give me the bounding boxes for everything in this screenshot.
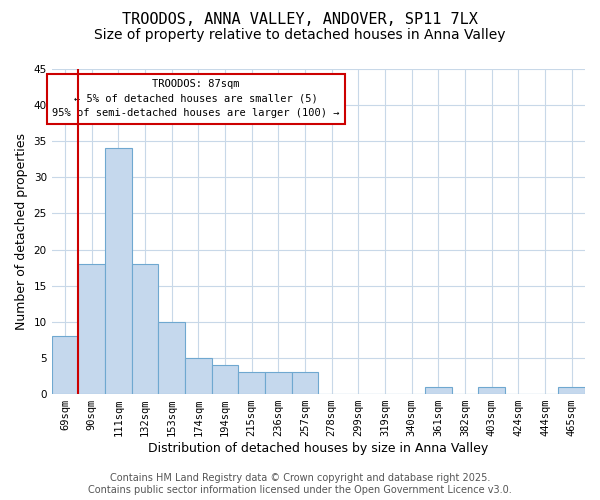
Bar bbox=[425, 387, 452, 394]
Bar bbox=[52, 336, 79, 394]
Bar bbox=[238, 372, 265, 394]
Text: TROODOS, ANNA VALLEY, ANDOVER, SP11 7LX: TROODOS, ANNA VALLEY, ANDOVER, SP11 7LX bbox=[122, 12, 478, 28]
Bar bbox=[559, 387, 585, 394]
Text: Contains HM Land Registry data © Crown copyright and database right 2025.
Contai: Contains HM Land Registry data © Crown c… bbox=[88, 474, 512, 495]
Y-axis label: Number of detached properties: Number of detached properties bbox=[15, 133, 28, 330]
Bar bbox=[158, 322, 185, 394]
Bar bbox=[131, 264, 158, 394]
Text: Size of property relative to detached houses in Anna Valley: Size of property relative to detached ho… bbox=[94, 28, 506, 42]
Bar bbox=[478, 387, 505, 394]
Bar bbox=[212, 365, 238, 394]
X-axis label: Distribution of detached houses by size in Anna Valley: Distribution of detached houses by size … bbox=[148, 442, 488, 455]
Bar bbox=[105, 148, 131, 394]
Bar bbox=[79, 264, 105, 394]
Bar bbox=[292, 372, 319, 394]
Text: TROODOS: 87sqm
← 5% of detached houses are smaller (5)
95% of semi-detached hous: TROODOS: 87sqm ← 5% of detached houses a… bbox=[52, 79, 340, 118]
Bar bbox=[185, 358, 212, 394]
Bar bbox=[265, 372, 292, 394]
